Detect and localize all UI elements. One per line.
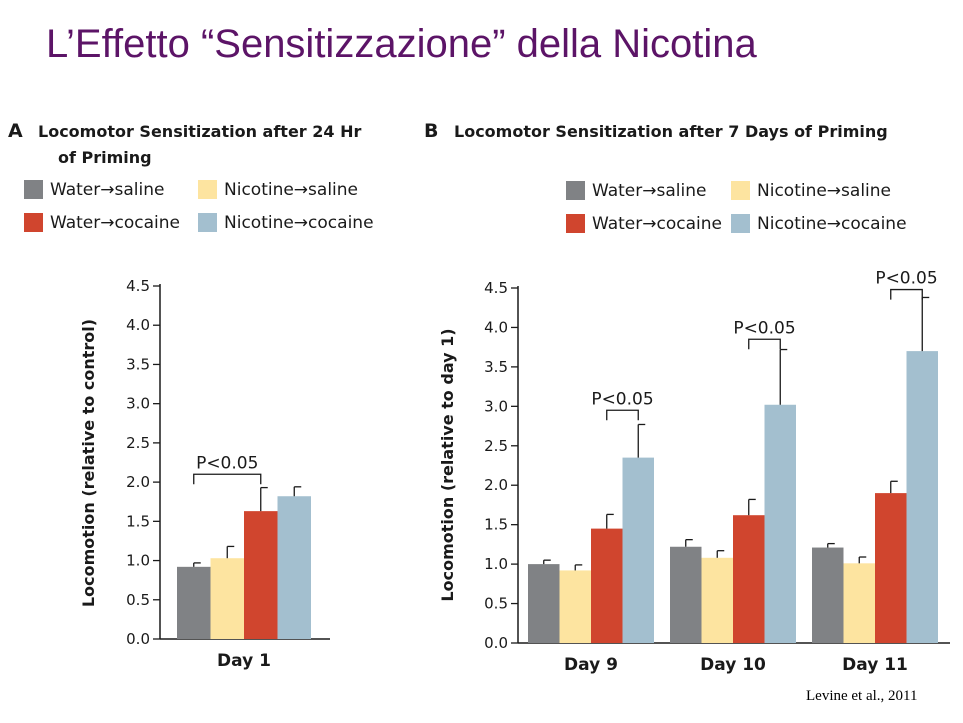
panel-b-y-tick-label: 1.5 [484,516,508,534]
panel-b-bar [906,351,938,643]
panel-a-y-tick-label: 3.5 [126,355,150,373]
panel-b-legend-swatch-3 [731,214,750,233]
panel-a-legend-label-2: Water→cocaine [50,213,180,233]
panel-b-legend: Water→saline Nicotine→saline Water→cocaine… [566,181,907,234]
panel-b-legend-swatch-1 [731,181,750,200]
panel-a-title-line1: Locomotor Sensitization after 24 Hr [38,122,361,141]
panel-a-significance-bracket [193,473,262,485]
panel-a-legend: Water→saline Nicotine→saline Water→cocaine… [24,180,374,233]
panel-a-y-tick-label: 4.0 [126,316,150,334]
panel-b-y-tick-label: 2.0 [484,476,508,494]
panel-b-letter: B [424,120,438,142]
panel-b-bar [528,564,560,643]
panel-b-legend-label-1: Nicotine→saline [757,181,891,201]
panel-b-legend-label-0: Water→saline [592,181,706,201]
panel-a-y-tick-label: 2.5 [126,434,150,452]
panel-b-legend-swatch-2 [566,214,585,233]
panel-a-legend-swatch-0 [24,180,43,199]
panel-a-bar [210,558,244,639]
panel-a-significance-label: P<0.05 [196,453,258,473]
panel-a-legend-label-3: Nicotine→cocaine [224,213,374,233]
panel-b-y-tick-label: 0.0 [484,634,508,652]
panel-b-y-label: Locomotion (relative to day 1) [438,328,457,601]
panel-a-legend-swatch-1 [198,180,217,199]
panel-b-bar [591,528,623,643]
panel-b-y-tick-label: 3.5 [484,358,508,376]
panel-b-significance-label: P<0.05 [733,318,795,338]
panel-b-bar [670,546,702,643]
panel-b-y-tick-label: 4.0 [484,318,508,336]
panel-b-bar [812,547,844,643]
panel-a-y-tick-label: 0.0 [126,630,150,648]
panel-b-bar [843,563,875,643]
panel-a-bar [277,496,311,639]
panel-b-significance-label: P<0.05 [875,269,937,289]
panel-b-y-tick-label: 2.5 [484,437,508,455]
panel-b-legend-label-3: Nicotine→cocaine [757,214,907,234]
panel-a-bar [177,566,211,639]
panel-b-significance-label: P<0.05 [591,389,653,409]
panel-b-significance-bracket [748,338,781,350]
citation: Levine et al., 2011 [806,688,918,704]
panel-a-y-tick-label: 4.5 [126,277,150,295]
panel-b-plot: 0.0 0.5 1.0 1.5 2.0 2.5 3.0 3.5 4.0 4.5 Day 9 Day 1… [484,269,950,675]
panel-a-legend-swatch-3 [198,213,217,232]
panel-b-y-tick-label: 3.0 [484,397,508,415]
panel-b: B Locomotor Sensitization after 7 Days o… [424,120,950,675]
panel-b-title-line1: Locomotor Sensitization after 7 Days of … [454,122,888,141]
panel-a-title-line2: of Priming [58,148,152,167]
panel-a-bar [244,511,278,639]
panel-b-bar [559,570,591,643]
panel-a-y-label: Locomotion (relative to control) [79,319,98,607]
slide-title: L’Effetto “Sensitizzazione” della Nicoti… [46,22,757,66]
panel-a-x-tick-label: Day 1 [217,651,271,671]
panel-b-bar [764,404,796,643]
panel-b-bar [622,457,654,643]
panel-b-significance-bracket [606,409,639,421]
panel-b-y-tick-label: 1.0 [484,555,508,573]
panel-b-bar [733,515,765,643]
panel-b-y-tick-label: 0.5 [484,595,508,613]
panel-a-y-tick-label: 0.5 [126,591,150,609]
panel-a-y-tick-label: 3.0 [126,395,150,413]
panel-a-legend-swatch-2 [24,213,43,232]
panel-b-legend-swatch-0 [566,181,585,200]
panel-a-legend-label-1: Nicotine→saline [224,180,358,200]
panel-a-y-tick-label: 2.0 [126,473,150,491]
panel-b-bar [701,557,733,643]
panel-b-bar [875,493,907,643]
panel-a-legend-label-0: Water→saline [50,180,164,200]
panel-a-plot: 0.0 0.5 1.0 1.5 2.0 2.5 3.0 3.5 4.0 4.5 Day 1 P<0.0… [126,277,330,671]
panel-a-y-tick-label: 1.5 [126,512,150,530]
panel-a-letter: A [8,120,23,142]
panel-b-significance-bracket [890,288,923,300]
panel-b-legend-label-2: Water→cocaine [592,214,722,234]
panel-b-x-tick-label: Day 9 [564,655,618,675]
panel-b-y-tick-label: 4.5 [484,279,508,297]
panel-b-x-tick-label: Day 10 [700,655,766,675]
panel-a: A Locomotor Sensitization after 24 Hr of… [8,120,374,671]
panel-b-x-tick-label: Day 11 [842,655,908,675]
panel-a-y-tick-label: 1.0 [126,552,150,570]
